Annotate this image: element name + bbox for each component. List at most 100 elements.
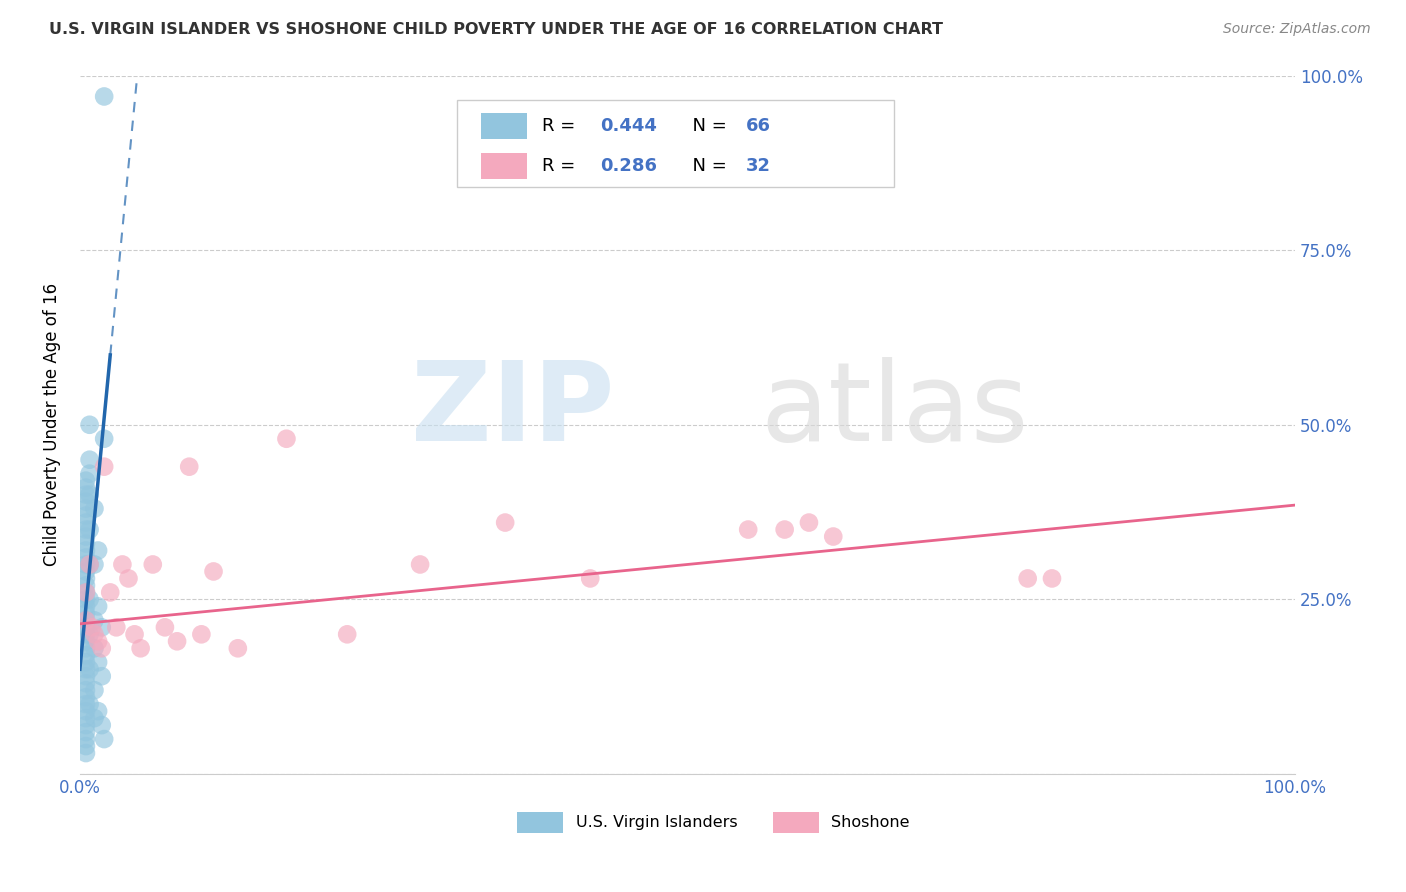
Point (1017, 571, 1039, 585)
Point (79, 417, 101, 432)
FancyBboxPatch shape (457, 100, 894, 187)
Point (75, 599, 97, 614)
Point (75, 543, 97, 558)
Point (83, 627, 105, 641)
Point (773, 523, 796, 537)
Point (79, 488, 101, 502)
Point (276, 432, 298, 446)
Point (179, 459, 201, 474)
Point (823, 529, 845, 543)
Point (75, 592, 97, 607)
Point (75, 655, 97, 669)
Y-axis label: Child Poverty Under the Age of 16: Child Poverty Under the Age of 16 (44, 283, 60, 566)
Point (98, 585, 121, 599)
Point (79, 558, 101, 572)
Point (75, 529, 97, 543)
Point (409, 558, 432, 572)
Point (75, 690, 97, 705)
Point (75, 739, 97, 753)
Point (87, 704, 110, 718)
Point (75, 565, 97, 579)
Point (75, 613, 97, 627)
Point (90, 669, 112, 683)
Point (75, 704, 97, 718)
Point (75, 488, 97, 502)
Point (124, 627, 146, 641)
Point (75, 613, 97, 627)
Text: 66: 66 (745, 117, 770, 135)
Text: atlas: atlas (761, 358, 1029, 465)
Point (166, 634, 188, 648)
Point (75, 501, 97, 516)
Point (75, 508, 97, 523)
Point (75, 620, 97, 634)
Point (75, 607, 97, 621)
Point (75, 725, 97, 739)
Point (75, 718, 97, 732)
Point (90, 620, 112, 634)
Text: N =: N = (682, 157, 733, 175)
Text: ZIP: ZIP (411, 358, 614, 465)
Point (79, 697, 101, 711)
Point (75, 571, 97, 585)
Point (83, 711, 105, 725)
Point (83, 641, 105, 656)
Point (226, 641, 249, 656)
Point (75, 536, 97, 550)
Point (153, 620, 176, 634)
Point (83, 683, 105, 698)
Point (75, 634, 97, 648)
Point (83, 501, 105, 516)
Point (75, 494, 97, 508)
Text: N =: N = (682, 117, 733, 135)
Point (75, 662, 97, 676)
Point (75, 585, 97, 599)
Point (79, 592, 101, 607)
Point (83, 558, 105, 572)
Point (75, 746, 97, 760)
Point (75, 711, 97, 725)
Text: U.S. VIRGIN ISLANDER VS SHOSHONE CHILD POVERTY UNDER THE AGE OF 16 CORRELATION C: U.S. VIRGIN ISLANDER VS SHOSHONE CHILD P… (49, 22, 943, 37)
Text: 32: 32 (745, 157, 770, 175)
Point (79, 523, 101, 537)
Point (75, 648, 97, 663)
Point (93, 432, 115, 446)
Point (75, 683, 97, 698)
Point (79, 452, 101, 467)
Point (75, 585, 97, 599)
Point (79, 662, 101, 676)
FancyBboxPatch shape (481, 153, 527, 179)
Point (75, 669, 97, 683)
Point (75, 523, 97, 537)
Point (117, 571, 139, 585)
Text: U.S. Virgin Islanders: U.S. Virgin Islanders (575, 815, 737, 830)
Point (75, 676, 97, 690)
Point (93, 459, 115, 474)
Point (87, 634, 110, 648)
Text: Source: ZipAtlas.com: Source: ZipAtlas.com (1223, 22, 1371, 37)
Text: 0.444: 0.444 (600, 117, 657, 135)
Point (75, 474, 97, 488)
Point (87, 655, 110, 669)
Point (79, 627, 101, 641)
Point (93, 732, 115, 747)
Point (75, 641, 97, 656)
Point (93, 89, 115, 103)
Point (87, 599, 110, 614)
Point (90, 641, 112, 656)
Point (494, 516, 516, 530)
Point (1040, 571, 1063, 585)
Point (83, 613, 105, 627)
Text: R =: R = (541, 157, 581, 175)
Point (579, 571, 602, 585)
Point (75, 558, 97, 572)
Text: R =: R = (541, 117, 581, 135)
Point (129, 641, 152, 656)
Point (336, 627, 359, 641)
Point (75, 732, 97, 747)
Text: Shoshone: Shoshone (831, 815, 910, 830)
Point (79, 467, 101, 481)
Point (87, 543, 110, 558)
Point (75, 481, 97, 495)
Point (202, 565, 225, 579)
